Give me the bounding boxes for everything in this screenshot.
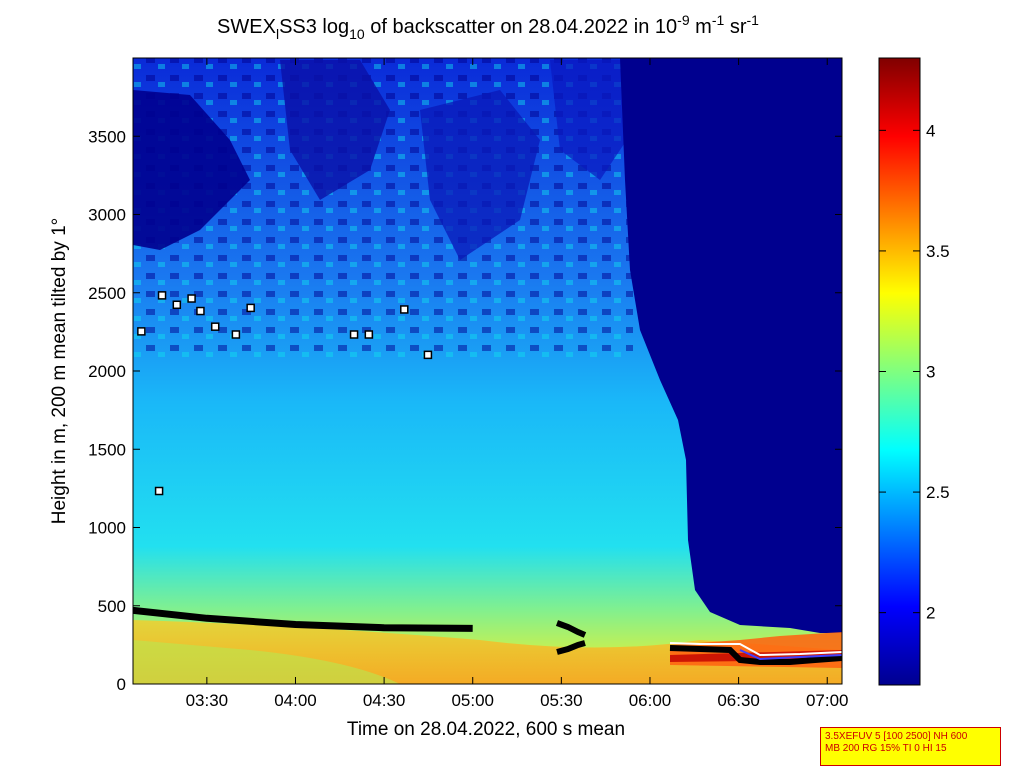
cloud-marker — [400, 305, 409, 314]
layer-segment-1 — [555, 620, 587, 638]
x-tick-label: 05:00 — [451, 691, 494, 710]
dark-region-2 — [280, 60, 390, 200]
x-tick-label: 06:30 — [717, 691, 760, 710]
cloud-marker — [210, 322, 220, 331]
x-tick-label: 07:00 — [806, 691, 849, 710]
x-tick-label: 05:30 — [540, 691, 583, 710]
info-box: 3.5XEFUV 5 [100 2500] NH 600 MB 200 RG 1… — [820, 727, 1001, 766]
cloud-marker — [364, 330, 374, 339]
colorbar-ticks: 2 2.5 3 3.5 4 — [879, 121, 950, 623]
cloud-marker — [246, 303, 255, 313]
colorbar-tick-label: 3.5 — [926, 242, 950, 261]
info-line-2: MB 200 RG 15% TI 0 HI 15 — [825, 743, 947, 754]
x-axis-label: Time on 28.04.2022, 600 s mean — [347, 719, 625, 740]
x-tick-label: 04:00 — [274, 691, 317, 710]
chart-title: SWEXlSS3 log10 of backscatter on 28.04.2… — [217, 12, 759, 42]
cloud-marker — [349, 330, 359, 339]
dark-region-1 — [133, 90, 250, 250]
cloud-marker — [187, 294, 196, 303]
x-axis: 03:30 04:00 04:30 05:00 05:30 06:00 06:30 07:00 — [186, 58, 849, 710]
colorbar-tick-label: 2.5 — [926, 483, 950, 502]
colorbar-tick-label: 2 — [926, 604, 935, 623]
cloud-marker — [157, 291, 167, 300]
colorbar-tick-label: 4 — [926, 121, 935, 140]
cloud-marker — [172, 300, 182, 310]
layer-height-line — [133, 606, 473, 632]
colorbar-tick-label: 3 — [926, 363, 935, 382]
x-tick-label: 06:00 — [629, 691, 672, 710]
y-tick-label: 3500 — [88, 127, 126, 146]
y-tick-label: 2000 — [88, 362, 126, 381]
cloud-marker — [154, 486, 164, 496]
layer-segment-3 — [669, 645, 842, 665]
dark-region-4 — [550, 60, 640, 180]
info-line-1: 3.5XEFUV 5 [100 2500] NH 600 — [825, 731, 968, 742]
y-tick-label: 500 — [98, 597, 126, 616]
layer-segment-2 — [556, 640, 586, 655]
y-axis-label: Height in m, 200 m mean tilted by 1° — [49, 218, 70, 524]
x-tick-label: 04:30 — [363, 691, 406, 710]
y-tick-label: 1000 — [88, 519, 126, 538]
surface-green — [133, 640, 400, 684]
y-tick-label: 2500 — [88, 284, 126, 303]
cloud-markers — [137, 291, 433, 496]
heatmap-area — [133, 58, 842, 684]
x-tick-label: 03:30 — [186, 691, 229, 710]
dark-region-3 — [420, 90, 540, 260]
cloud-marker — [231, 330, 241, 339]
cloud-marker — [423, 350, 433, 360]
cloud-marker — [196, 306, 205, 316]
layer-segment-white — [669, 642, 842, 657]
clear-sky-region — [620, 58, 842, 633]
y-tick-label: 1500 — [88, 440, 126, 459]
layer-segment-blue — [739, 649, 842, 661]
y-tick-label: 0 — [117, 675, 126, 694]
y-tick-label: 3000 — [88, 206, 126, 225]
y-axis: 0 500 1000 1500 2000 2500 3000 3500 — [88, 127, 842, 694]
cloud-marker — [137, 327, 146, 336]
